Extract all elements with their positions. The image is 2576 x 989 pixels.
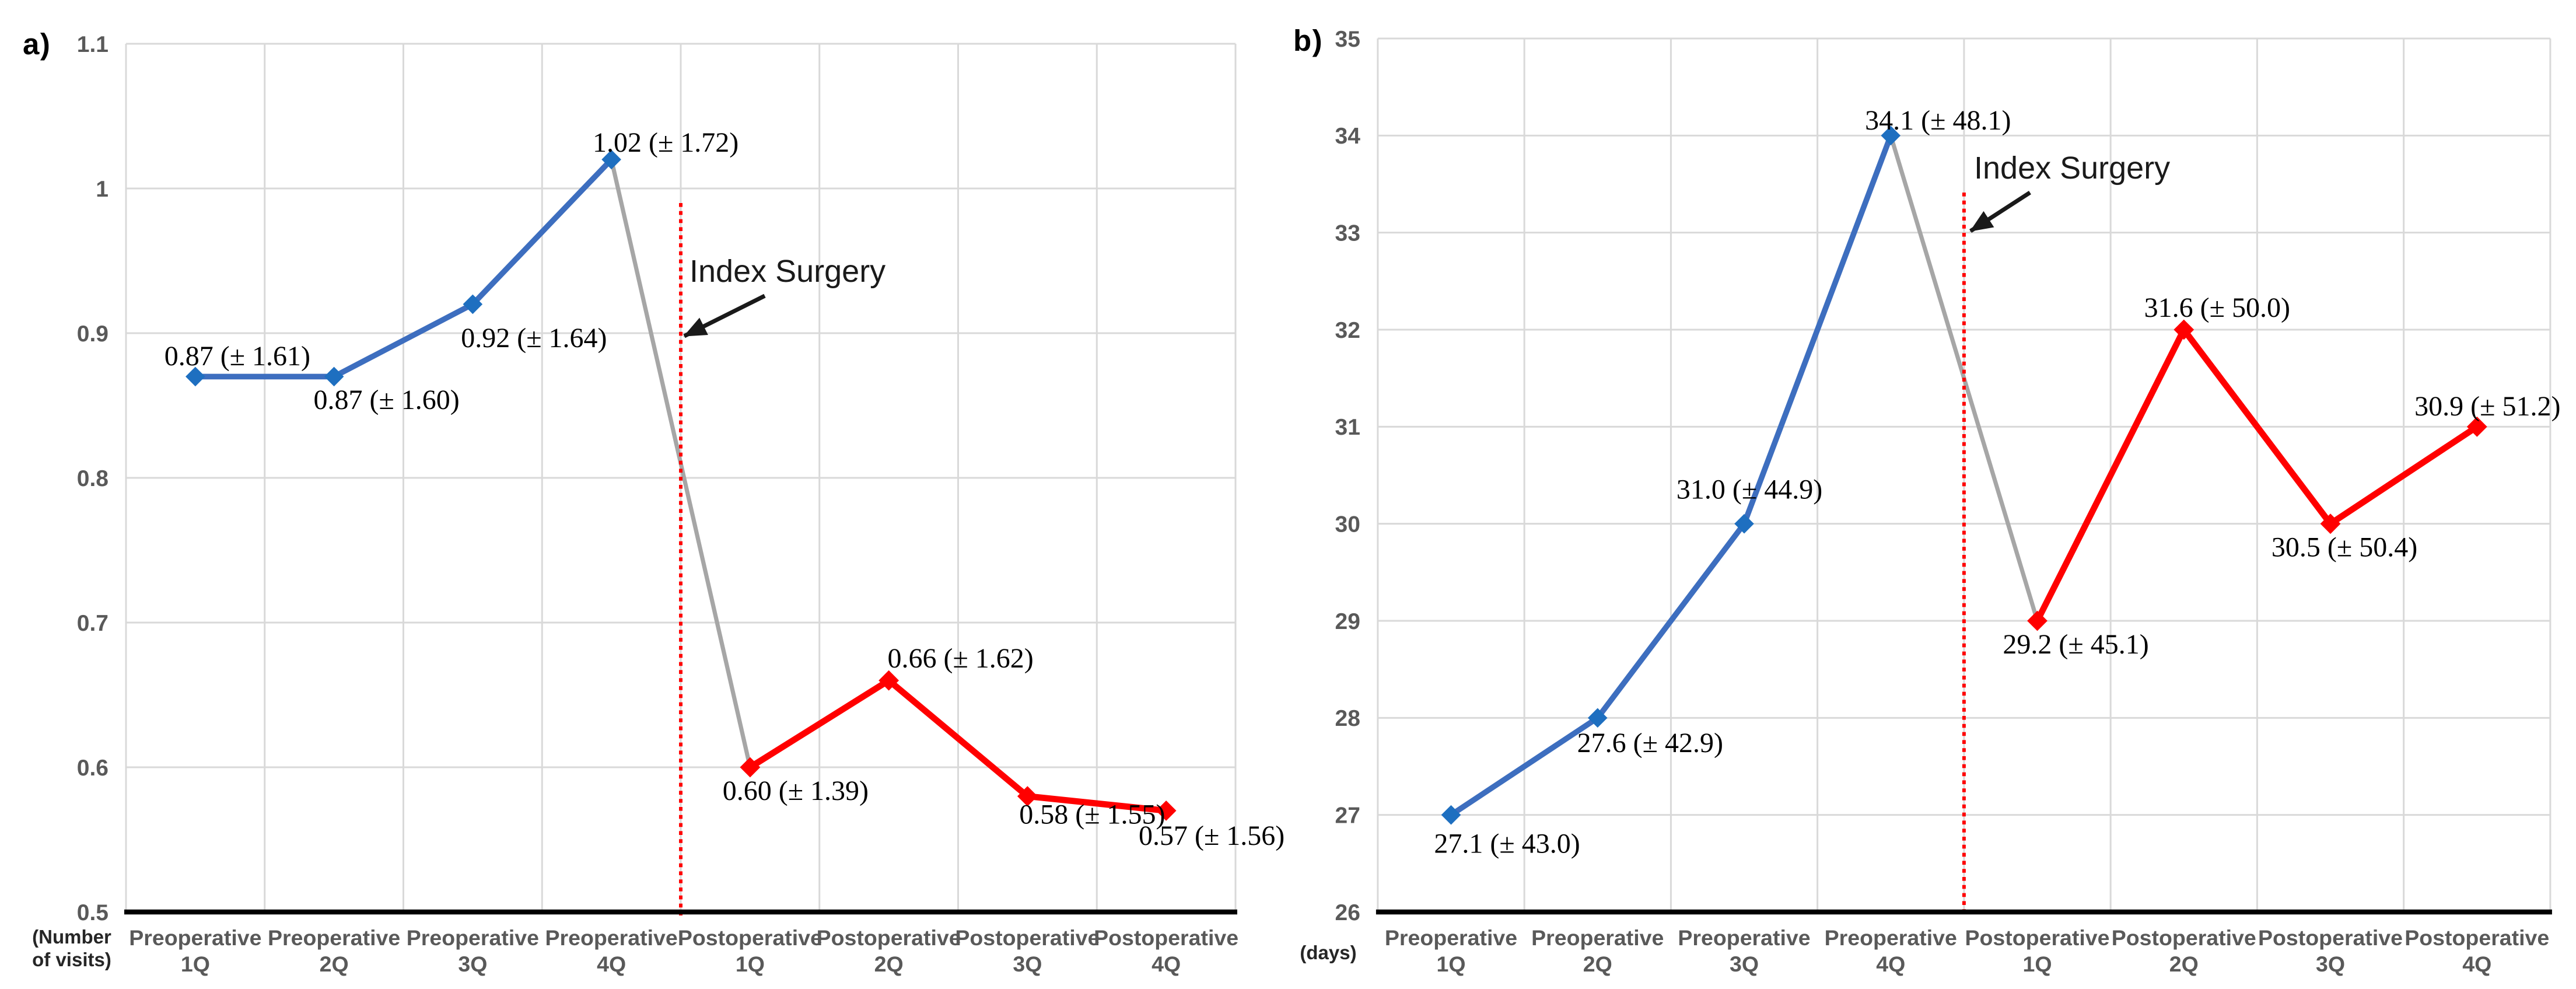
x-category-label: 2Q [2169,952,2199,976]
y-tick-label: 26 [1335,900,1360,925]
data-point-marker-pre [463,294,483,314]
preoperative-series-line [192,156,614,380]
x-category-label: Preoperative [129,925,261,950]
x-category-label: Postoperative [955,925,1100,950]
data-point-label: 0.58 (± 1.55) [1019,799,1165,830]
x-category-label: Preoperative [1825,925,1957,950]
x-category-label: Postoperative [678,925,822,950]
x-category-label: 3Q [2316,952,2345,976]
annotation-arrow [1969,190,2031,233]
data-point-label: 34.1 (± 48.1) [1865,105,2011,136]
data-point-label: 1.02 (± 1.72) [593,127,738,158]
data-point-label: 0.92 (± 1.64) [461,323,607,354]
y-tick-label: 1.1 [77,32,108,57]
x-category-label: Preoperative [545,925,678,950]
x-category-label: 1Q [2023,952,2052,976]
x-category-label: 3Q [458,952,487,976]
x-category-label: Preoperative [1385,925,1517,950]
y-tick-label: 34 [1335,124,1361,149]
x-category-label: Postoperative [817,925,961,950]
data-point-label: 27.6 (± 42.9) [1577,728,1723,759]
y-tick-label: 29 [1335,609,1360,634]
x-category-label: 1Q [736,952,765,976]
data-point-label: 0.60 (± 1.39) [723,775,869,806]
data-point-label: 31.6 (± 50.0) [2144,292,2290,323]
data-point-label: 0.66 (± 1.62) [887,643,1033,674]
data-point-label: 0.87 (± 1.60) [313,385,459,415]
x-category-label: 2Q [320,952,349,976]
data-point-marker-post [2320,513,2341,534]
x-category-label: 4Q [2462,952,2491,976]
data-point-label: 30.9 (± 51.2) [2414,391,2560,422]
x-category-label: Preoperative [1678,925,1810,950]
data-point-marker-pre [324,366,344,387]
x-category-label: 1Q [1437,952,1466,976]
chart-panel-b: 27.1 (± 43.0) 27.6 (± 42.9) 31.0 (± 44.9) 3… [1300,27,2560,976]
postoperative-series-line [2034,326,2480,624]
postoperative-series-line [747,677,1170,814]
panel-b-label: b) [1293,25,1324,58]
y-tick-label: 28 [1335,706,1360,731]
annotation-arrow [683,293,766,338]
x-category-label: 4Q [1152,952,1181,976]
y-tick-label: 0.9 [77,321,108,347]
x-category-label: 2Q [874,952,904,976]
y-axis-unit-label: (Number [32,926,111,948]
data-point-marker-post [878,670,900,691]
data-point-marker-pre [1734,513,1754,534]
data-point-label: 30.5 (± 50.4) [2272,532,2417,562]
x-category-label: 3Q [1013,952,1042,976]
y-tick-label: 0.8 [77,466,108,491]
y-axis-unit-label: of visits) [32,949,111,970]
data-point-marker-post [740,757,761,778]
data-point-marker-post [2174,319,2194,340]
data-point-marker-post [2027,610,2048,631]
x-category-label: Preoperative [268,925,400,950]
data-point-marker-pre [1881,125,1901,146]
data-point-marker-pre [601,149,621,170]
chart-panel-a: 0.87 (± 1.61)0.87 (± 1.60) 0.92 (± 1.64) 1… [32,32,1284,976]
data-point-label: 29.2 (± 45.1) [2003,629,2148,660]
y-axis-unit-label: (days) [1300,942,1356,963]
y-tick-label: 32 [1335,318,1360,343]
x-category-label: 3Q [1730,952,1759,976]
x-category-label: Postoperative [1965,925,2110,950]
x-category-label: Postoperative [2112,925,2256,950]
y-tick-label: 35 [1335,27,1360,52]
x-category-label: Postoperative [2404,925,2549,950]
data-point-label: 31.0 (± 44.9) [1676,474,1822,505]
data-point-marker-post [2466,416,2487,437]
preoperative-series-line [1448,132,1894,818]
x-category-label: 2Q [1583,952,1612,976]
y-tick-label: 0.5 [77,900,108,925]
x-category-label: Preoperative [407,925,539,950]
data-point-label: 0.57 (± 1.56) [1139,820,1284,851]
x-category-label: Preoperative [1531,925,1664,950]
panel-a-label: a) [23,28,51,61]
x-category-label: 1Q [181,952,210,976]
data-point-label: 27.1 (± 43.0) [1434,828,1580,859]
index-surgery-annotation: Index Surgery [690,254,886,289]
y-tick-label: 27 [1335,803,1360,828]
y-tick-label: 1 [96,177,108,202]
y-tick-label: 0.7 [77,611,108,636]
x-category-label: 4Q [1876,952,1905,976]
x-category-label: Postoperative [2258,925,2403,950]
y-tick-label: 31 [1335,415,1360,440]
y-tick-label: 30 [1335,512,1360,537]
x-category-label: 4Q [597,952,626,976]
index-surgery-annotation: Index Surgery [1974,151,2170,186]
y-tick-label: 33 [1335,221,1360,246]
x-category-label: Postoperative [1094,925,1238,950]
data-point-marker-pre [1587,708,1608,728]
y-tick-label: 0.6 [77,756,108,781]
data-point-label: 0.87 (± 1.61) [164,341,310,372]
